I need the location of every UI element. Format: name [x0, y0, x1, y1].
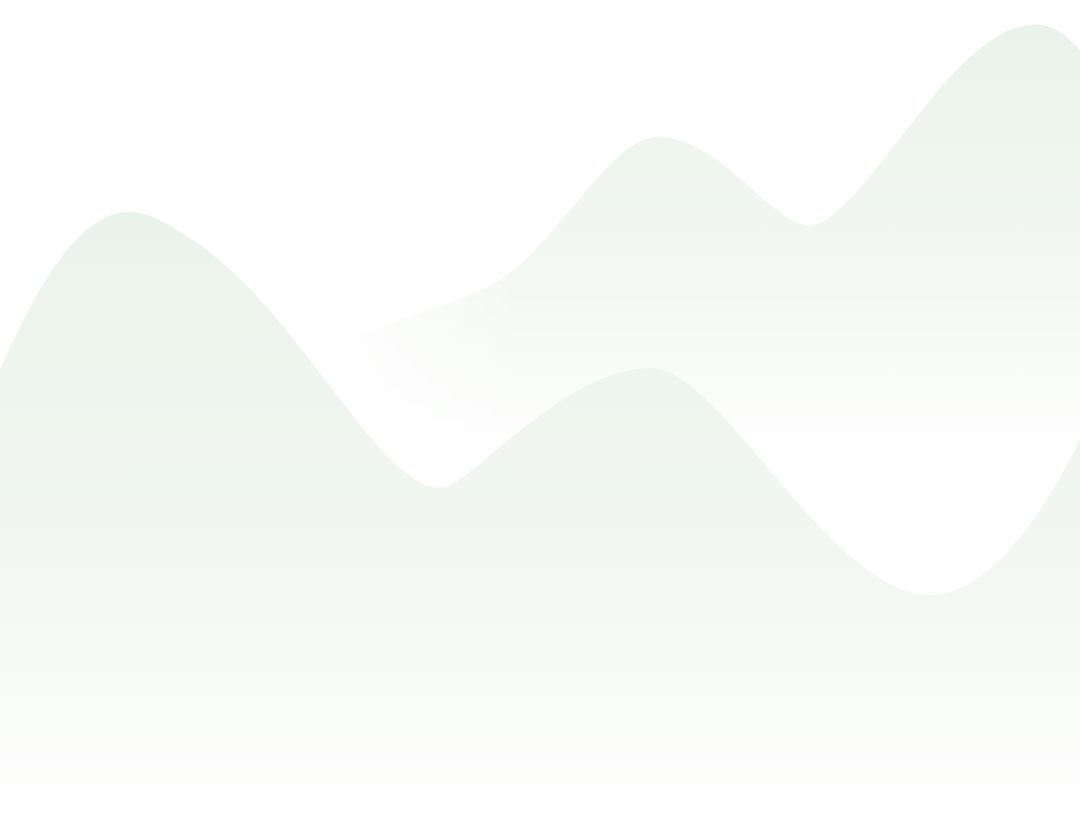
front-wave	[0, 212, 1080, 829]
